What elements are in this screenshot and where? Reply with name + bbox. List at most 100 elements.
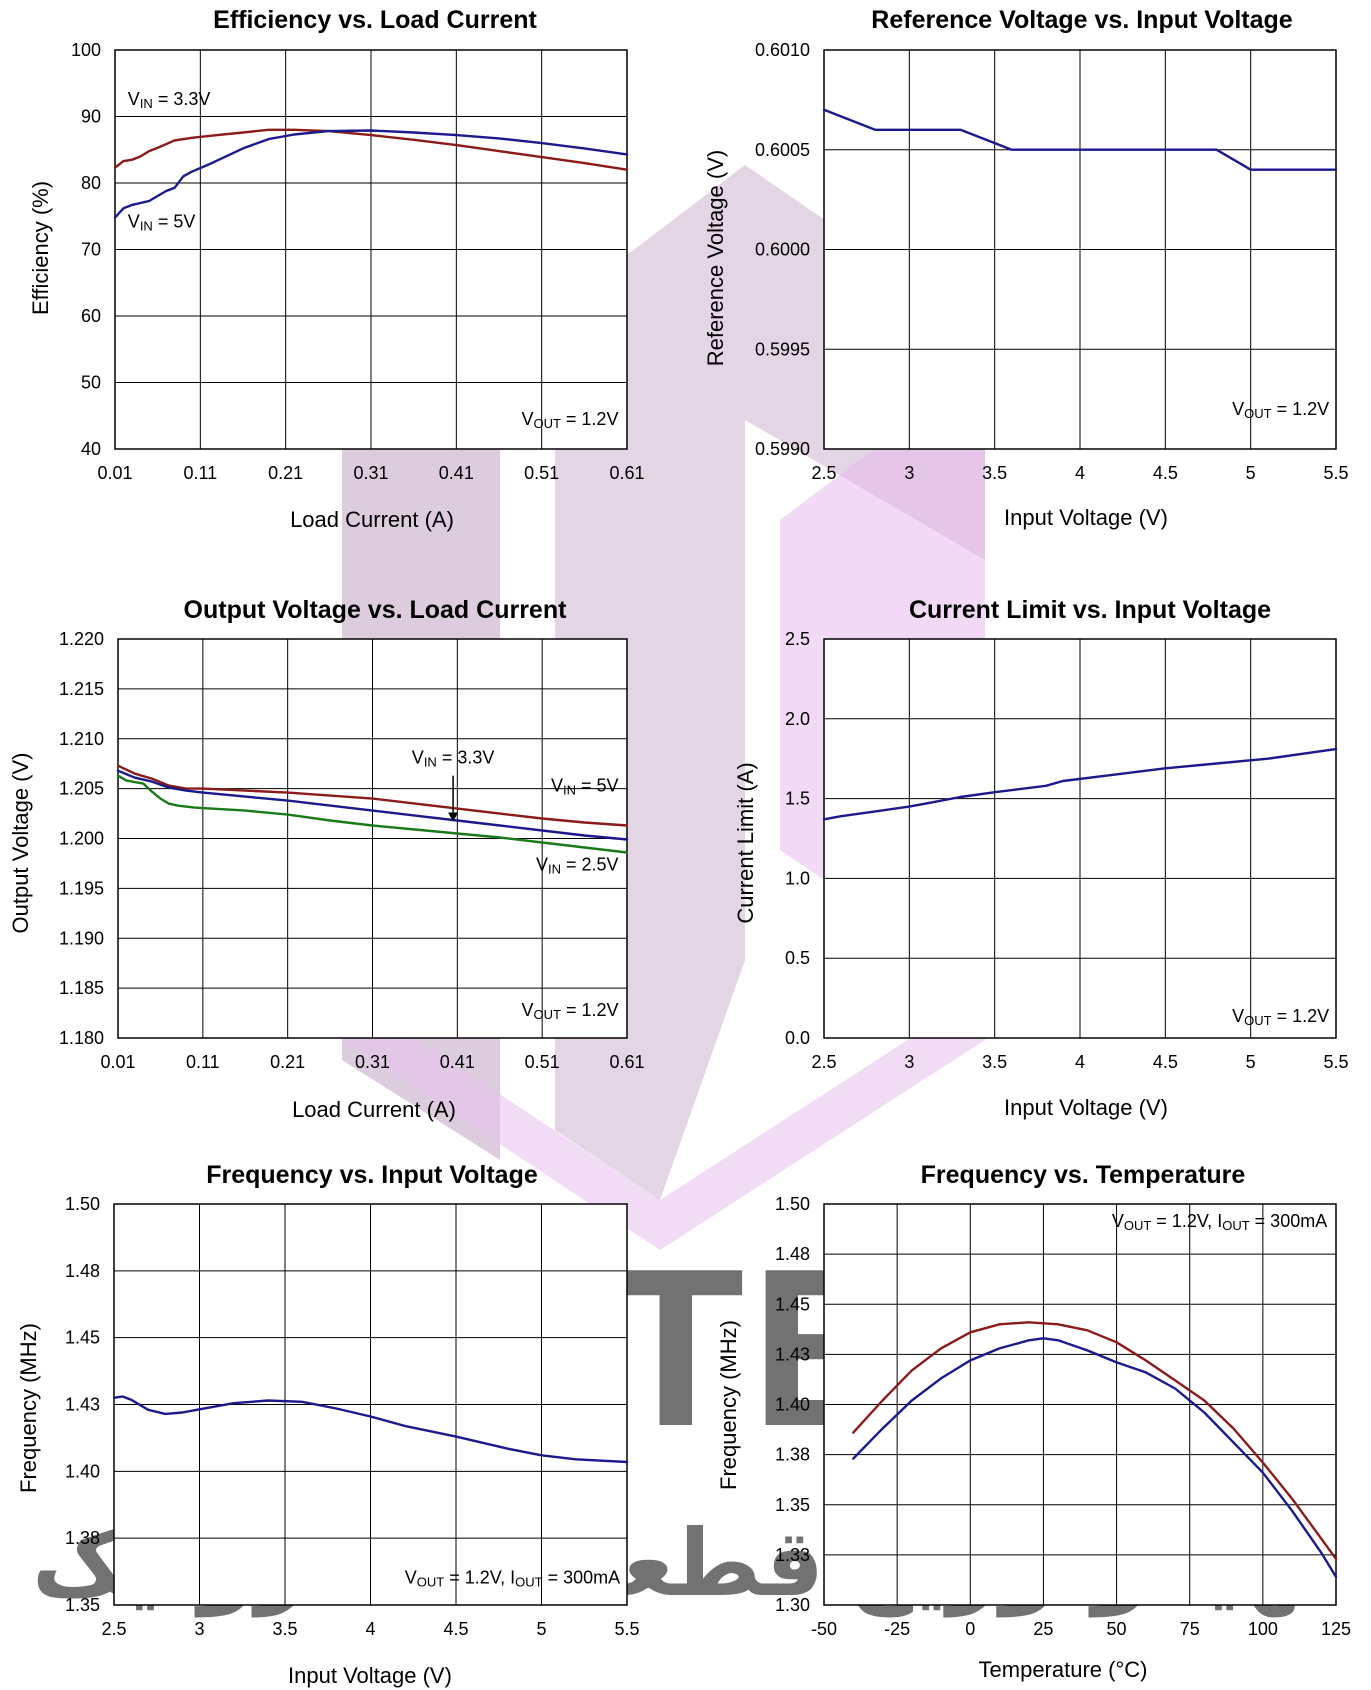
x-tick-label: 0.31 [355, 1052, 390, 1072]
y-axis-label: Efficiency (%) [28, 181, 53, 315]
y-tick-label: 1.220 [59, 629, 104, 649]
chart-title: Efficiency vs. Load Current [213, 6, 537, 34]
x-tick-label: -50 [811, 1619, 837, 1639]
x-tick-label: 4 [1075, 463, 1085, 483]
y-tick-label: 1.43 [775, 1344, 810, 1364]
y-tick-label: 0.5995 [755, 339, 810, 359]
y-axis-label: Frequency (MHz) [716, 1320, 741, 1490]
y-tick-label: 70 [81, 240, 101, 260]
chart-title: Frequency vs. Temperature [921, 1161, 1246, 1189]
y-axis-label: Reference Voltage (V) [703, 150, 728, 366]
y-axis-label: Frequency (MHz) [16, 1323, 41, 1493]
x-tick-label: 5 [1246, 1052, 1256, 1072]
y-tick-label: 1.180 [59, 1028, 104, 1048]
y-tick-label: 1.200 [59, 829, 104, 849]
x-tick-label: 3 [904, 463, 914, 483]
chart-current-limit-vs-input-voltage: Input Voltage (V) Current Limit (A) Curr… [733, 596, 1349, 1120]
x-tick-label: 2.5 [101, 1619, 126, 1639]
x-tick-label: 0.21 [268, 463, 303, 483]
x-axis-label: Input Voltage (V) [1004, 505, 1168, 530]
y-tick-label: 80 [81, 173, 101, 193]
annotation-label: VOUT = 1.2V, IOUT = 300mA [405, 1568, 620, 1590]
annotation-label: VOUT = 1.2V [522, 1000, 619, 1022]
y-tick-label: 1.50 [775, 1194, 810, 1214]
x-tick-label: 3.5 [982, 463, 1007, 483]
x-tick-label: 3 [904, 1052, 914, 1072]
y-tick-label: 1.45 [775, 1294, 810, 1314]
arrow-head [448, 812, 459, 822]
y-tick-label: 50 [81, 373, 101, 393]
annotation-label: VOUT = 1.2V [1232, 1006, 1329, 1028]
x-tick-label: 5.5 [1323, 1052, 1348, 1072]
annotation-label: VIN = 3.3V [412, 748, 495, 770]
y-tick-label: 1.40 [775, 1395, 810, 1415]
x-axis-label: Input Voltage (V) [1004, 1095, 1168, 1120]
x-tick-label: 0 [965, 1619, 975, 1639]
y-tick-label: 1.43 [65, 1395, 100, 1415]
y-tick-label: 0.5990 [755, 439, 810, 459]
annotation-label: VOUT = 1.2V, IOUT = 300mA [1112, 1211, 1327, 1233]
y-tick-label: 60 [81, 306, 101, 326]
x-tick-label: 3.5 [272, 1619, 297, 1639]
x-tick-label: 5 [536, 1619, 546, 1639]
chart-output-voltage-vs-load-current: Load Current (A) Output Voltage (V) Outp… [8, 596, 645, 1122]
y-tick-label: 1.45 [65, 1328, 100, 1348]
series-line-3 [116, 774, 629, 854]
annotation-label: VIN = 3.3V [128, 89, 211, 111]
annotation-label: VOUT = 1.2V [1232, 399, 1329, 421]
x-tick-label: 4.5 [1153, 1052, 1178, 1072]
x-axis-label: Input Voltage (V) [288, 1663, 452, 1688]
x-tick-label: 3 [194, 1619, 204, 1639]
y-axis-label: Current Limit (A) [733, 762, 758, 923]
y-tick-label: 2.0 [785, 709, 810, 729]
x-tick-label: 25 [1033, 1619, 1053, 1639]
x-tick-label: 100 [1248, 1619, 1278, 1639]
chart-title: Current Limit vs. Input Voltage [909, 596, 1271, 624]
x-tick-label: 3.5 [982, 1052, 1007, 1072]
y-tick-label: 1.190 [59, 928, 104, 948]
chart-reference-voltage-vs-input-voltage: Input Voltage (V) Reference Voltage (V) … [703, 6, 1349, 530]
annotation-label: VOUT = 1.2V [521, 409, 618, 431]
x-tick-label: 0.51 [524, 463, 559, 483]
y-axis-label: Output Voltage (V) [8, 753, 33, 934]
x-tick-label: 0.11 [186, 1052, 220, 1072]
series-line-1 [822, 747, 1338, 821]
y-tick-label: 0.0 [785, 1028, 810, 1048]
y-tick-label: 1.33 [775, 1545, 810, 1565]
y-tick-label: 1.30 [775, 1595, 810, 1615]
y-tick-label: 1.215 [59, 679, 104, 699]
y-tick-label: 1.0 [785, 868, 810, 888]
x-tick-label: 4 [1075, 1052, 1085, 1072]
y-tick-label: 1.48 [65, 1261, 100, 1281]
series-line-1 [113, 128, 629, 171]
x-tick-label: -25 [884, 1619, 910, 1639]
y-tick-label: 1.35 [65, 1595, 100, 1615]
x-tick-label: 2.5 [811, 463, 836, 483]
series-line-2 [852, 1337, 1338, 1579]
y-tick-label: 0.6005 [755, 140, 810, 160]
chart-title: Output Voltage vs. Load Current [184, 596, 568, 624]
y-tick-label: 1.185 [59, 978, 104, 998]
x-tick-label: 5 [1246, 463, 1256, 483]
y-tick-label: 1.40 [65, 1461, 100, 1481]
y-tick-label: 1.205 [59, 779, 104, 799]
y-tick-label: 90 [81, 107, 101, 127]
chart-frequency-vs-temperature: Temperature (°C) Frequency (MHz) Frequen… [716, 1161, 1351, 1682]
y-tick-label: 1.48 [775, 1244, 810, 1264]
x-tick-label: 75 [1180, 1619, 1200, 1639]
y-tick-label: 1.50 [65, 1194, 100, 1214]
x-tick-label: 50 [1107, 1619, 1127, 1639]
x-axis-label: Temperature (°C) [979, 1657, 1148, 1682]
x-axis-label: Load Current (A) [290, 507, 454, 532]
chart-title: Reference Voltage vs. Input Voltage [871, 6, 1292, 34]
x-tick-label: 5.5 [1323, 463, 1348, 483]
annotation-label: VIN = 5V [128, 212, 196, 234]
y-tick-label: 1.210 [59, 729, 104, 749]
x-axis-label: Load Current (A) [292, 1097, 456, 1122]
y-tick-label: 0.6010 [755, 40, 810, 60]
chart-frequency-vs-input-voltage: Input Voltage (V) Frequency (MHz) Freque… [16, 1161, 640, 1688]
series-line-2 [116, 769, 629, 841]
x-tick-label: 125 [1321, 1619, 1351, 1639]
y-tick-label: 1.35 [775, 1495, 810, 1515]
